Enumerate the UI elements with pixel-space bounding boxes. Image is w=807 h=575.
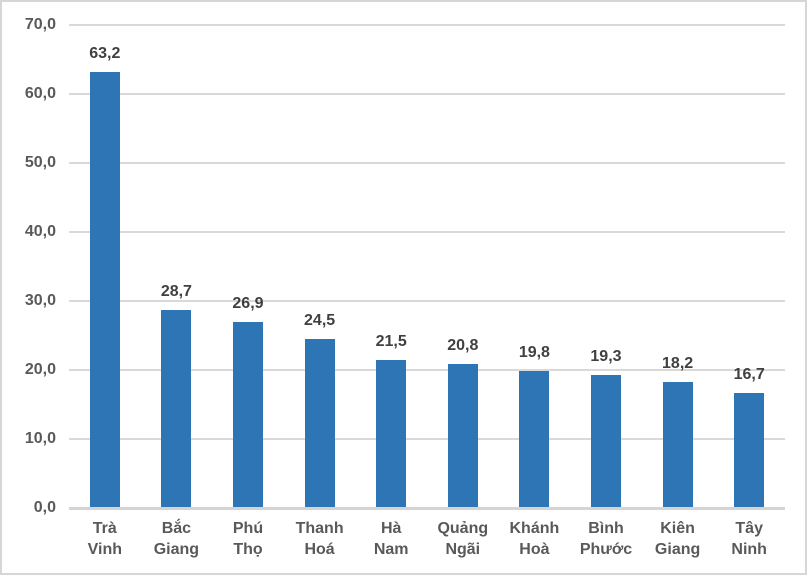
category-label-line: Hà (380, 520, 402, 537)
value-label: 63,2 (89, 44, 121, 62)
category-label-line: Giang (153, 541, 200, 558)
y-tick-label: 40,0 (24, 223, 56, 240)
value-label: 18,2 (662, 355, 694, 373)
category-label-tây-ninh: Tây Ninh (713, 518, 785, 560)
y-tick-label: 0,0 (33, 499, 56, 516)
category-label-bắc-giang: Bắc Giang (141, 518, 213, 560)
category-label-line: Hoá (304, 541, 335, 558)
category-label-khánh-hoà: Khánh Hoà (499, 518, 571, 560)
value-label: 19,8 (518, 344, 550, 362)
category-label-line: Phú (232, 520, 264, 537)
gridline (69, 438, 785, 440)
category-label-kiên-giang: Kiên Giang (642, 518, 714, 560)
gridline (69, 369, 785, 371)
value-label: 19,3 (590, 347, 622, 365)
bar-quảng-ngãi (447, 364, 478, 508)
bar-phú-thọ (233, 322, 263, 508)
bar-khánh-hoà (519, 371, 550, 508)
bar-bắc-giang (161, 309, 192, 508)
category-label-line: Trà (92, 520, 117, 537)
gridline (69, 24, 785, 26)
value-label: 21,5 (375, 332, 407, 350)
category-label-line: Hoà (519, 541, 550, 558)
category-label-line: Thọ (233, 541, 263, 558)
value-label: 24,5 (304, 311, 336, 329)
bar-bình-phước (591, 374, 621, 508)
category-label-line: Bắc (161, 520, 192, 537)
y-tick-label: 10,0 (24, 430, 56, 447)
y-tick-label: 50,0 (24, 154, 56, 171)
category-label-bình-phước: Bình Phước (570, 518, 642, 560)
gridline (69, 93, 785, 95)
category-label-line: Quảng (437, 520, 489, 537)
category-label-line: Ninh (731, 541, 767, 558)
category-label-quảng-ngãi: Quảng Ngãi (427, 518, 499, 560)
category-label-line: Vinh (87, 541, 122, 558)
value-label: 16,7 (733, 365, 765, 383)
x-axis-line (69, 507, 785, 510)
y-tick-label: 30,0 (24, 292, 56, 309)
gridline (69, 231, 785, 233)
category-label-line: Kiên (660, 520, 695, 537)
bar-kiên-giang (662, 382, 693, 508)
category-label-line: Khánh (509, 520, 560, 537)
gridline (69, 162, 785, 164)
category-label-thanh-hoá: Thanh Hoá (284, 518, 356, 560)
bar-tây-ninh (734, 392, 765, 508)
category-label-line: Tây (735, 520, 763, 537)
category-label-hà-nam: Hà Nam (355, 518, 427, 560)
category-label-phú-thọ: Phú Thọ (212, 518, 284, 560)
category-label-line: Thanh (295, 520, 344, 537)
bar-hà-nam (376, 359, 407, 508)
y-tick-label: 60,0 (24, 85, 56, 102)
category-label-line: Giang (654, 541, 701, 558)
value-label: 20,8 (447, 337, 479, 355)
value-label: 28,7 (160, 282, 192, 300)
category-label-line: Phước (579, 541, 633, 558)
y-tick-label: 20,0 (24, 361, 56, 378)
category-label-trà-vinh: Trà Vinh (69, 518, 141, 560)
value-label: 26,9 (232, 295, 264, 313)
bar-trà-vinh (89, 71, 120, 508)
category-label-line: Ngãi (445, 541, 481, 558)
category-label-line: Bình (588, 520, 624, 537)
bar-thanh-hoá (304, 338, 335, 508)
gridline (69, 300, 785, 302)
y-tick-label: 70,0 (24, 16, 56, 33)
category-label-line: Nam (373, 541, 409, 558)
